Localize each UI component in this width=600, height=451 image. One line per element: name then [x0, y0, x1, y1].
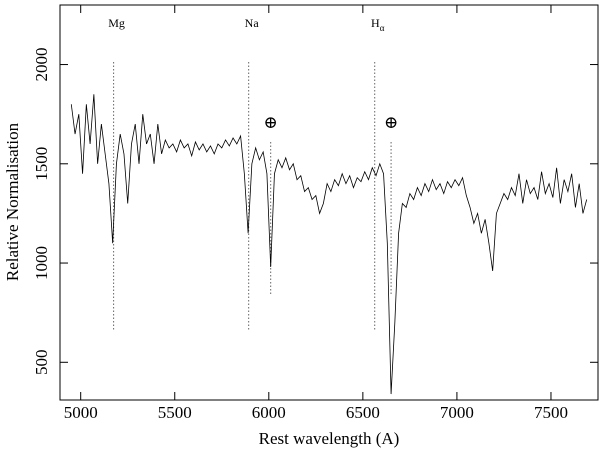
annotation-text: H [371, 16, 380, 30]
spectrum-line [70, 94, 588, 395]
annotation-label: Hα [371, 16, 385, 33]
x-tick-label: 6500 [346, 403, 380, 422]
y-axis-label: Relative Normalisation [3, 122, 22, 281]
telluric-label: ⊕ [264, 113, 278, 132]
annotation-label: Na [245, 16, 260, 30]
x-tick-label: 6000 [252, 403, 286, 422]
telluric-label: ⊕ [384, 113, 398, 132]
x-tick-label: 7500 [534, 403, 568, 422]
y-tick-label: 1500 [32, 147, 51, 181]
plot-frame [59, 4, 599, 401]
annotation-subscript: α [380, 23, 385, 33]
y-tick-label: 1000 [32, 246, 51, 280]
annotation-text: Mg [108, 16, 125, 30]
x-tick-label: 7000 [440, 403, 474, 422]
x-axis-label: Rest wavelength (A) [259, 429, 400, 448]
x-tick-label: 5000 [64, 403, 98, 422]
y-tick-label: 2000 [32, 48, 51, 82]
annotation-label: Mg [108, 16, 125, 30]
y-tick-label: 500 [32, 350, 51, 376]
x-tick-label: 5500 [158, 403, 192, 422]
annotation-text: Na [245, 16, 260, 30]
